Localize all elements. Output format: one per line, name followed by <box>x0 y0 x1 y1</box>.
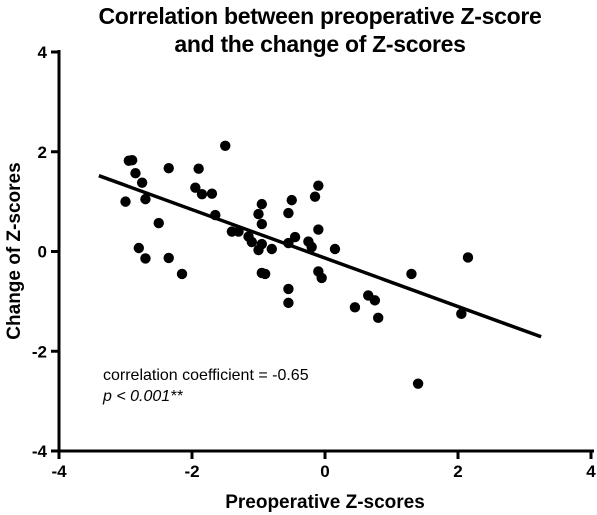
ticks: -4 -2 0 2 4 4 2 0 -2 -4 <box>32 43 596 481</box>
data-point <box>406 268 417 280</box>
data-point <box>309 191 321 202</box>
data-point <box>136 177 148 188</box>
y-tick-label: -2 <box>32 342 47 361</box>
y-tick-label: 2 <box>38 143 47 162</box>
data-point <box>210 209 221 221</box>
data-point <box>196 188 208 200</box>
data-point <box>306 241 317 253</box>
data-point <box>283 297 294 309</box>
data-point <box>130 167 141 179</box>
data-point <box>283 207 294 219</box>
data-point <box>256 198 268 210</box>
data-point <box>140 193 151 205</box>
chart-title-line-2: and the change of Z-scores <box>174 31 466 57</box>
data-point <box>163 163 174 174</box>
data-point <box>456 308 467 320</box>
data-point <box>246 236 258 248</box>
data-point <box>286 194 297 206</box>
data-point <box>313 180 324 191</box>
correlation-annotation: correlation coefficient = -0.65 <box>103 367 309 384</box>
x-tick-label: -2 <box>184 462 199 481</box>
data-point <box>190 182 201 193</box>
data-point <box>206 188 218 199</box>
data-point <box>233 226 244 237</box>
data-point <box>373 312 384 324</box>
data-points <box>120 140 474 389</box>
y-tick-label: -4 <box>32 442 48 461</box>
data-point <box>462 252 474 263</box>
data-point <box>329 243 341 255</box>
data-point <box>163 252 174 264</box>
regression-group <box>98 174 542 339</box>
data-point <box>349 302 361 313</box>
data-point <box>253 208 264 220</box>
data-point <box>283 283 294 295</box>
data-point <box>316 272 327 284</box>
data-point <box>126 155 138 166</box>
data-point <box>220 140 231 151</box>
y-tick-label: 4 <box>38 43 48 62</box>
x-axis-label: Preoperative Z-scores <box>225 492 425 513</box>
y-axis-label: Change of Z-scores <box>4 162 25 339</box>
x-tick-label: 2 <box>453 462 462 481</box>
data-point <box>176 268 188 280</box>
data-point <box>313 224 324 235</box>
data-point <box>283 237 294 249</box>
regression-line <box>98 174 542 339</box>
chart-title: Correlation between preoperative Z-score… <box>40 2 597 58</box>
chart-title-line-1: Correlation between preoperative Z-score <box>98 3 542 29</box>
data-point <box>253 244 264 256</box>
data-point <box>266 243 277 255</box>
data-point <box>120 196 131 207</box>
x-tick-label: 4 <box>586 462 596 481</box>
data-point <box>289 231 301 243</box>
data-point <box>256 218 268 230</box>
data-point <box>369 295 381 306</box>
data-point <box>412 378 424 389</box>
x-tick-label: 0 <box>320 462 329 481</box>
data-point <box>153 217 164 229</box>
data-point <box>140 253 151 264</box>
x-tick-label: -4 <box>51 462 67 481</box>
data-point <box>193 163 204 174</box>
data-point <box>259 268 271 280</box>
data-point <box>133 242 144 254</box>
p-value-annotation: p < 0.001** <box>102 388 183 405</box>
y-tick-label: 0 <box>38 243 47 262</box>
